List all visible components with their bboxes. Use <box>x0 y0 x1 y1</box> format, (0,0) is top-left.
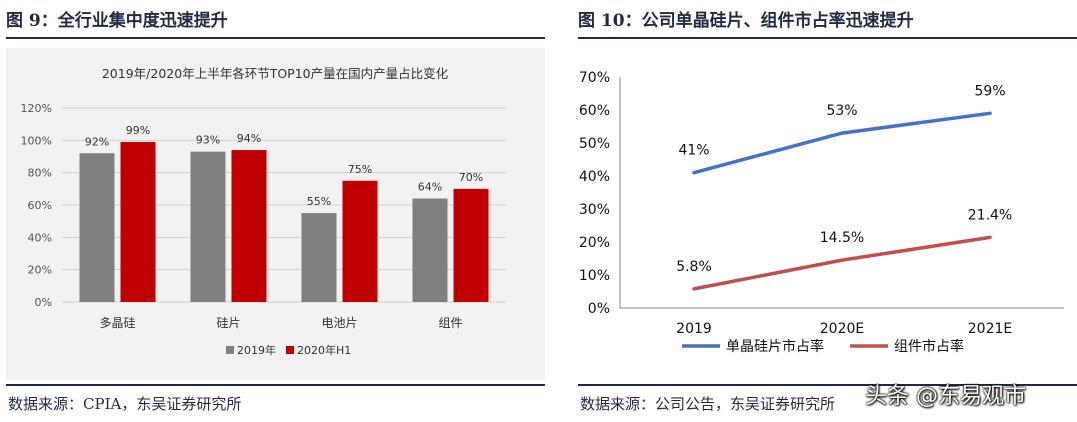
legend-label: 2020年H1 <box>297 343 351 357</box>
legend-label: 单晶硅片市占率 <box>726 338 824 355</box>
y-tick-label: 100% <box>21 134 52 147</box>
bar-data-label: 92% <box>85 135 109 148</box>
bar-2019年 <box>301 213 337 302</box>
bar-data-label: 70% <box>459 171 483 184</box>
bar-data-label: 55% <box>307 195 331 208</box>
y-tick-label: 80% <box>28 167 52 180</box>
right-figure-panel: 图 10：公司单晶硅片、组件市占率迅速提升 0% 10% 20% 30% 40% 50% 6… <box>572 0 1077 422</box>
y-tick-label: 120% <box>21 102 52 115</box>
y-tick-label: 40% <box>28 231 52 244</box>
data-label: 21.4% <box>968 207 1012 223</box>
legend-swatch <box>286 346 294 354</box>
line-chart: 0% 10% 20% 30% 40% 50% 60% 70% 2019 2020E 2021E 41%… <box>579 70 1064 355</box>
series-line-组件市占率 <box>692 235 992 291</box>
y-tick-label: 40% <box>579 169 610 185</box>
title-rule <box>6 37 545 39</box>
bar-data-label: 99% <box>126 124 150 137</box>
data-label: 14.5% <box>820 230 864 246</box>
y-tick-label: 10% <box>579 268 610 284</box>
bar-2020年H1 <box>231 150 267 302</box>
source-rule <box>6 384 545 386</box>
figure-9-title: 图 9：全行业集中度迅速提升 <box>6 11 228 31</box>
bar-2020年H1 <box>342 180 378 302</box>
x-category-label: 电池片 <box>321 316 357 330</box>
bar-2019年 <box>412 198 448 302</box>
data-label: 59% <box>974 83 1005 99</box>
chart-title: 2019年/2020年上半年各环节TOP10产量在国内产量占比变化 <box>102 66 449 81</box>
y-tick-label: 0% <box>35 296 52 309</box>
x-category-label: 组件 <box>438 316 462 330</box>
x-category-label: 2020E <box>820 321 864 337</box>
source-rule <box>578 384 1077 386</box>
x-category-label: 硅片 <box>216 316 240 330</box>
y-tick-label: 50% <box>579 136 610 152</box>
bar-2019年 <box>190 151 226 302</box>
bar-chart: 2019年/2020年上半年各环节TOP10产量在国内产量占比变化 0% 20% 40… <box>21 66 506 357</box>
bar-2019年 <box>79 153 115 302</box>
legend-label: 组件市占率 <box>894 338 964 355</box>
bar-2020年H1 <box>120 141 156 302</box>
bar-2020年H1 <box>453 188 489 302</box>
bar-data-label: 64% <box>418 181 442 194</box>
figure-9-source: 数据来源：CPIA，东吴证券研究所 <box>8 395 242 413</box>
y-tick-label: 0% <box>588 301 610 317</box>
data-label: 5.8% <box>676 259 712 275</box>
title-rule <box>578 37 1077 39</box>
y-tick-label: 30% <box>579 202 610 218</box>
legend-swatch <box>226 346 234 354</box>
y-tick-label: 20% <box>579 235 610 251</box>
figure-10-source: 数据来源：公司公告，东吴证券研究所 <box>580 395 836 413</box>
y-tick-label: 20% <box>28 264 52 277</box>
y-tick-label: 60% <box>579 103 610 119</box>
y-tick-label: 60% <box>28 199 52 212</box>
series-line-单晶硅片市占率 <box>692 111 992 175</box>
x-category-label: 多晶硅 <box>99 316 135 330</box>
x-category-label: 2021E <box>968 321 1012 337</box>
figure-10-title: 图 10：公司单晶硅片、组件市占率迅速提升 <box>578 11 914 31</box>
bar-data-label: 94% <box>237 132 261 145</box>
watermark-text: 头条 @东易观市 <box>865 384 1026 409</box>
bar-data-label: 75% <box>348 163 372 176</box>
data-label: 53% <box>826 103 857 119</box>
data-label: 41% <box>678 143 709 159</box>
y-tick-label: 70% <box>579 70 610 86</box>
x-category-label: 2019 <box>676 321 712 337</box>
left-figure-panel: 图 9：全行业集中度迅速提升 2019年/2020年上半年各环节TOP10产量在… <box>6 11 545 413</box>
bar-chart-area: 2019年/2020年上半年各环节TOP10产量在国内产量占比变化 0% 20% 40… <box>6 48 545 380</box>
legend-label: 2019年 <box>237 343 276 357</box>
bar-data-label: 93% <box>196 134 220 147</box>
